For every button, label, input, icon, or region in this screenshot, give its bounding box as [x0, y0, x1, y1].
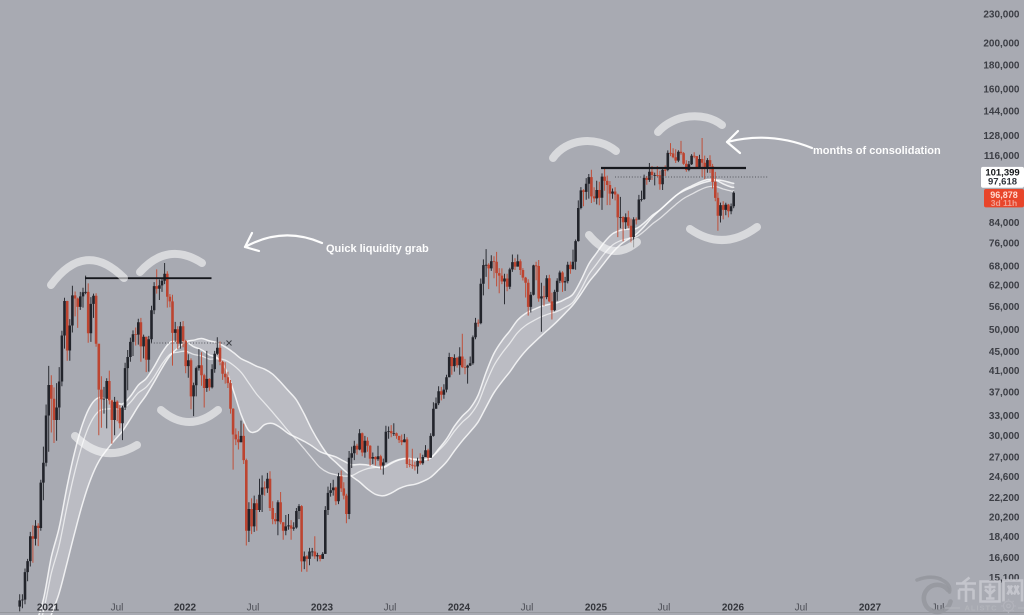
svg-text:50,000: 50,000: [989, 325, 1020, 336]
svg-text:2025: 2025: [585, 603, 608, 614]
svg-text:116,000: 116,000: [984, 151, 1020, 162]
svg-text:20,200: 20,200: [989, 513, 1020, 524]
svg-text:Jul: Jul: [111, 603, 124, 614]
svg-text:200,000: 200,000: [983, 39, 1020, 50]
svg-text:230,000: 230,000: [983, 10, 1020, 21]
svg-text:22,200: 22,200: [989, 493, 1020, 504]
svg-text:76,000: 76,000: [989, 239, 1020, 250]
svg-text:2027: 2027: [859, 603, 882, 614]
svg-text:2023: 2023: [311, 603, 334, 614]
svg-text:41,000: 41,000: [989, 366, 1020, 377]
svg-text:24,600: 24,600: [989, 472, 1020, 483]
svg-text:68,000: 68,000: [989, 262, 1020, 273]
svg-text:Jul: Jul: [932, 603, 945, 614]
svg-text:56,000: 56,000: [989, 302, 1020, 313]
svg-text:Jul: Jul: [795, 603, 808, 614]
svg-text:Jul: Jul: [521, 603, 534, 614]
svg-text:45,000: 45,000: [989, 347, 1020, 358]
svg-text:27,000: 27,000: [989, 453, 1020, 464]
svg-text:Jul: Jul: [658, 603, 671, 614]
svg-text:16,600: 16,600: [989, 553, 1020, 564]
svg-text:144,000: 144,000: [983, 106, 1020, 117]
svg-text:3d 11h: 3d 11h: [991, 198, 1017, 208]
svg-text:96,878: 96,878: [990, 190, 1018, 200]
svg-text:Jul: Jul: [384, 603, 397, 614]
svg-text:84,000: 84,000: [989, 218, 1020, 229]
svg-text:33,000: 33,000: [989, 411, 1020, 422]
svg-text:months of consolidation: months of consolidation: [813, 145, 941, 157]
svg-text:160,000: 160,000: [983, 85, 1020, 96]
svg-text:101,399: 101,399: [985, 168, 1019, 179]
svg-text:30,000: 30,000: [989, 431, 1020, 442]
svg-text:Quick liquidity grab: Quick liquidity grab: [326, 243, 429, 255]
svg-text:2024: 2024: [448, 603, 471, 614]
svg-text:15,100: 15,100: [989, 573, 1020, 584]
svg-text:Jul: Jul: [247, 603, 260, 614]
svg-text:97,618: 97,618: [988, 177, 1017, 188]
svg-text:2021: 2021: [37, 603, 60, 614]
svg-text:180,000: 180,000: [983, 60, 1020, 71]
svg-text:37,000: 37,000: [989, 388, 1020, 399]
svg-text:128,000: 128,000: [983, 131, 1020, 142]
svg-text:2022: 2022: [174, 603, 197, 614]
svg-text:18,400: 18,400: [989, 532, 1020, 543]
svg-text:62,000: 62,000: [989, 281, 1020, 292]
svg-text:2026: 2026: [722, 603, 745, 614]
svg-text:ALISTC: ALISTC: [964, 604, 997, 613]
